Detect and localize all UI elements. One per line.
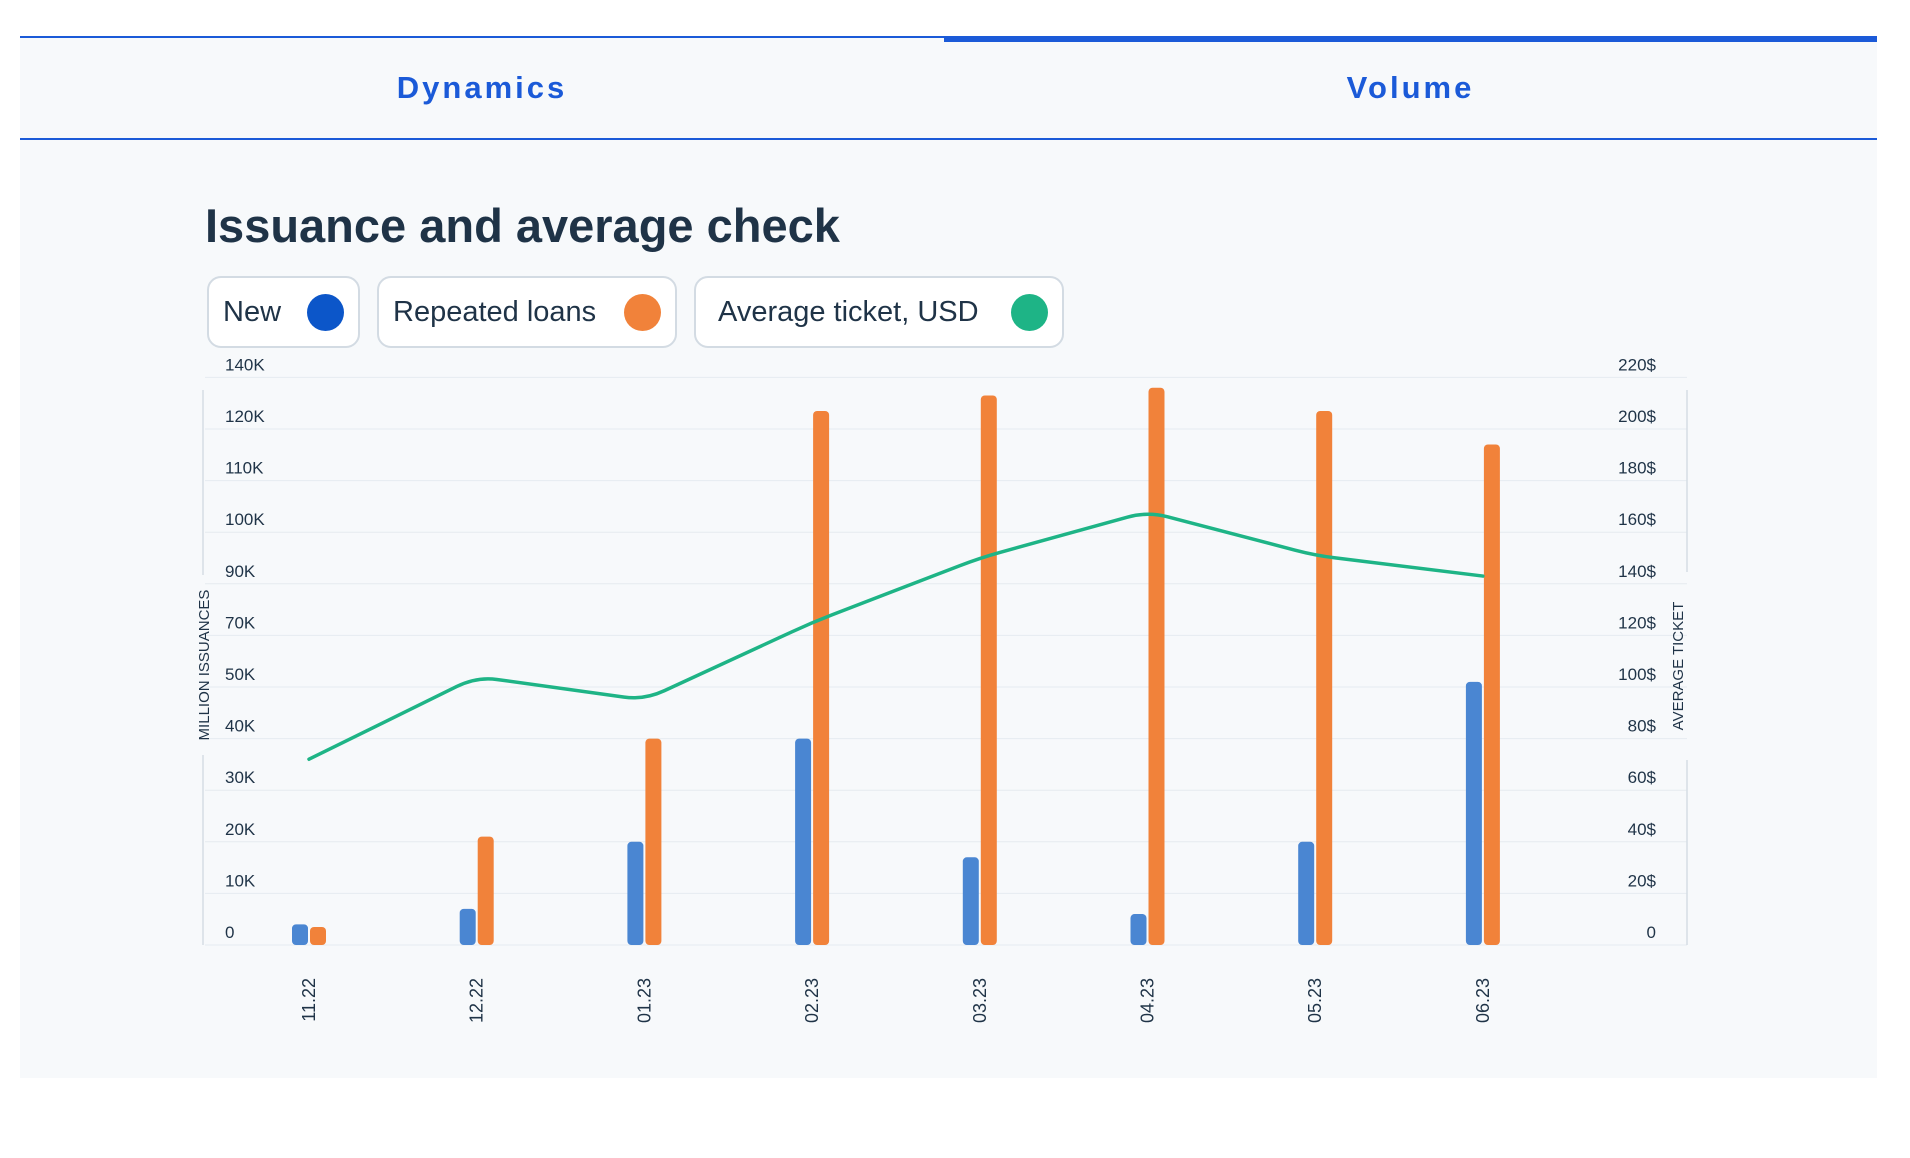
y-left-axis-title: MILLION ISSUANCES [196, 590, 213, 741]
bar-repeated-loans [1148, 387, 1165, 946]
bar-new [962, 857, 979, 945]
y-left-tick-label: 110K [225, 459, 264, 478]
line-average-ticket [307, 512, 1485, 761]
y-right-tick-label: 0 [1647, 923, 1656, 942]
y-right-tick-label: 20$ [1628, 871, 1657, 890]
legend-label-new: New [223, 295, 282, 328]
y-left-tick-label: 120K [225, 407, 265, 426]
legend-item-new[interactable]: New [207, 276, 360, 348]
x-tick-label: 11.22 [299, 978, 319, 1022]
bar-repeated-loans [645, 738, 662, 945]
tab-dynamics[interactable]: Dynamics [396, 70, 568, 105]
tab-volume[interactable]: Volume [1346, 70, 1475, 105]
y-right-tick-label: 80$ [1628, 717, 1657, 736]
bar-new [1465, 681, 1482, 945]
y-left-tick-label: 50K [225, 665, 256, 684]
bar-repeated-loans [813, 410, 830, 945]
x-tick-label: 03.23 [970, 978, 990, 1023]
bar-new [627, 841, 644, 945]
y-left-tick-label: 30K [225, 768, 256, 787]
y-left-tick-label: 70K [225, 613, 256, 632]
legend-label-average-ticket: Average ticket, USD [718, 295, 979, 328]
x-tick-label: 04.23 [1138, 978, 1158, 1023]
bar-repeated-loans [1316, 410, 1333, 945]
bar-new [795, 738, 812, 945]
x-tick-label: 12.22 [467, 978, 487, 1023]
legend-label-repeated-loans: Repeated loans [393, 295, 597, 328]
x-tick-label: 01.23 [634, 978, 654, 1023]
y-right-tick-label: 40$ [1628, 820, 1657, 839]
y-right-tick-label: 140$ [1618, 562, 1656, 581]
y-left-tick-label: 40K [225, 717, 256, 736]
tab-bar: Dynamics Volume [20, 36, 1877, 140]
chart-title: Issuance and average check [205, 199, 840, 252]
bar-new [1298, 841, 1315, 945]
legend-dot-repeated-loans [624, 294, 661, 331]
y-right-tick-label: 180$ [1618, 459, 1656, 478]
y-left-tick-label: 10K [225, 871, 256, 890]
bar-new [292, 924, 308, 945]
y-right-tick-label: 120$ [1618, 613, 1656, 632]
y-left-tick-label: 0 [225, 923, 234, 942]
y-left-tick-label: 90K [225, 562, 256, 581]
legend-item-average-ticket[interactable]: Average ticket, USD [694, 276, 1064, 348]
bar-new [459, 908, 476, 945]
y-right-axis-title: AVERAGE TICKET [1670, 602, 1687, 731]
bar-repeated-loans [980, 395, 997, 946]
y-right-tick-label: 160$ [1618, 510, 1656, 529]
active-tab-indicator [944, 36, 1877, 42]
y-right-tick-label: 200$ [1618, 407, 1656, 426]
y-left-tick-label: 140K [225, 355, 265, 374]
y-right-tick-label: 100$ [1618, 665, 1656, 684]
bar-repeated-loans [1483, 444, 1500, 945]
bar-new [1130, 914, 1147, 945]
bar-repeated-loans [477, 836, 494, 945]
x-tick-label: 02.23 [802, 978, 822, 1023]
y-right-tick-label: 220$ [1618, 355, 1656, 374]
legend-dot-average-ticket [1011, 294, 1048, 331]
chart-panel [20, 36, 1877, 1078]
legend-dot-new [307, 294, 344, 331]
legend-item-repeated-loans[interactable]: Repeated loans [377, 276, 677, 348]
y-right-tick-label: 60$ [1628, 768, 1657, 787]
y-left-tick-label: 20K [225, 820, 256, 839]
x-tick-label: 06.23 [1473, 978, 1493, 1023]
y-left-tick-label: 100K [225, 510, 265, 529]
x-tick-label: 05.23 [1305, 978, 1325, 1023]
bar-repeated-loans [310, 926, 326, 945]
